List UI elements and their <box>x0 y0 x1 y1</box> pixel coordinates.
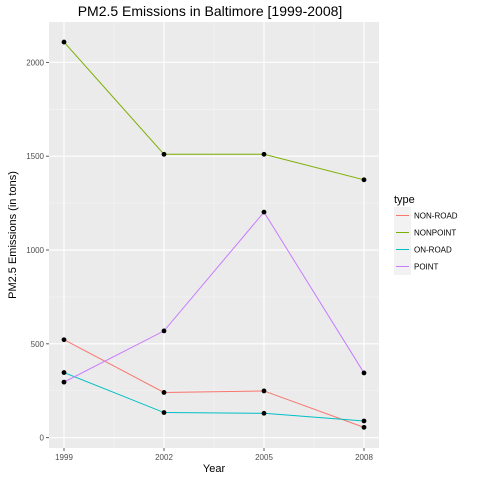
data-point-nonpoint <box>261 151 267 157</box>
y-tick-label: 0 <box>40 434 45 443</box>
data-points <box>61 39 367 430</box>
data-point-nonpoint <box>361 177 367 183</box>
data-point-on-road <box>261 410 267 416</box>
chart-title: PM2.5 Emissions in Baltimore [1999-2008] <box>78 3 343 19</box>
x-tick-label: 2005 <box>255 453 273 462</box>
legend-label-nonpoint: NONPOINT <box>414 229 456 238</box>
series-line-point <box>63 211 365 383</box>
y-axis-title: PM2.5 Emissions (in tons) <box>7 171 19 299</box>
legend: type NON-ROAD NONPOINT ON-ROAD POINT <box>394 194 458 275</box>
y-axis: 0 500 1000 1500 2000 <box>26 58 49 443</box>
y-tick-label: 1000 <box>26 246 44 255</box>
series-lines <box>63 41 365 428</box>
series-line-non-road <box>63 339 365 428</box>
data-point-non-road <box>261 388 267 394</box>
data-point-non-road <box>161 390 167 395</box>
legend-title: type <box>394 194 415 206</box>
data-point-on-road <box>361 418 367 424</box>
legend-label-on-road: ON-ROAD <box>414 246 452 255</box>
data-point-nonpoint <box>61 39 67 45</box>
series-line-nonpoint <box>63 41 365 181</box>
x-tick-label: 2002 <box>155 453 173 462</box>
legend-label-non-road: NON-ROAD <box>414 212 458 221</box>
data-point-on-road <box>161 410 167 415</box>
x-tick-label: 2008 <box>355 453 373 462</box>
x-tick-label: 1999 <box>55 453 73 462</box>
data-point-point <box>61 379 67 385</box>
data-point-non-road <box>361 424 367 430</box>
y-tick-label: 1500 <box>26 152 44 161</box>
data-point-non-road <box>61 337 67 343</box>
grid-lines <box>49 22 379 448</box>
data-point-point <box>161 328 167 334</box>
data-point-point <box>361 370 367 376</box>
data-point-nonpoint <box>161 151 167 157</box>
y-tick-label: 500 <box>31 340 45 349</box>
data-point-point <box>261 209 267 215</box>
x-axis: 1999 2002 2005 2008 <box>55 448 373 462</box>
data-point-on-road <box>61 370 67 375</box>
series-line-on-road <box>63 372 365 422</box>
y-tick-label: 2000 <box>26 58 44 67</box>
x-axis-title: Year <box>203 463 226 475</box>
legend-label-point: POINT <box>414 263 439 272</box>
